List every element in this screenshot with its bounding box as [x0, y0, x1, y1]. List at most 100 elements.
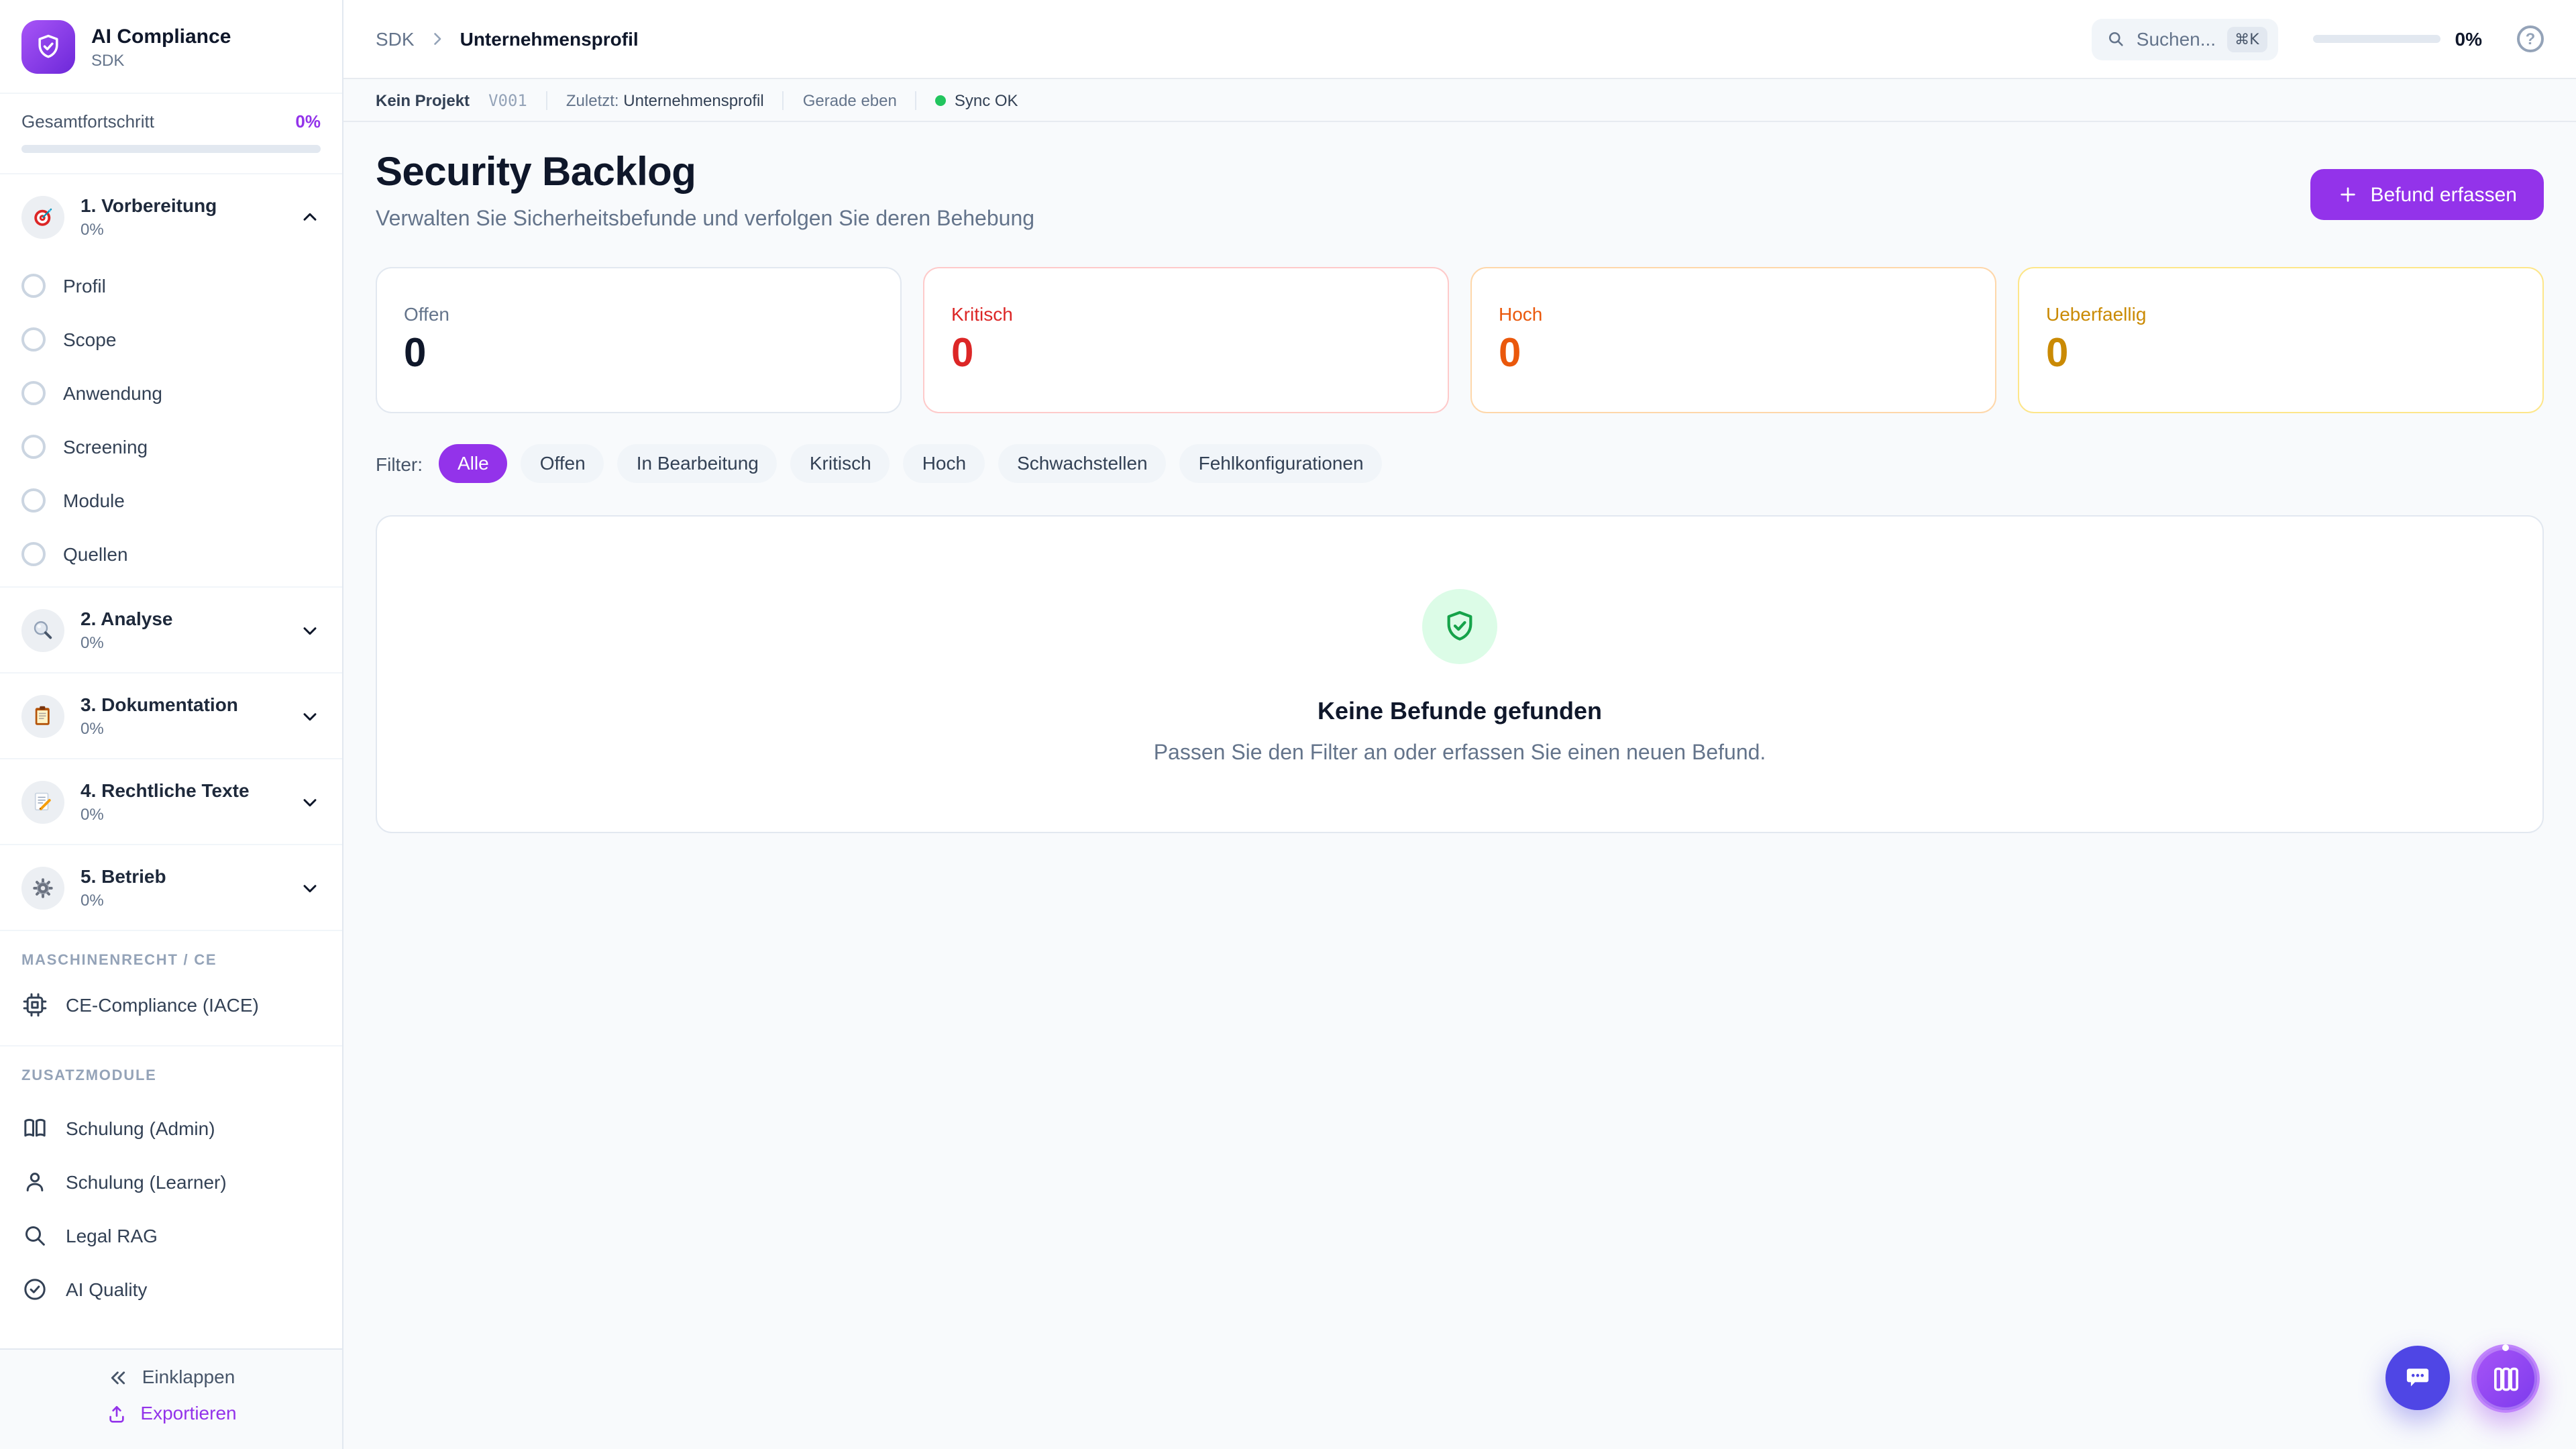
- sidebar-group-zusatzmodule: ZUSATZMODULE Schulung (Admin): [0, 1046, 342, 1316]
- section-header-betrieb[interactable]: 5. Betrieb 0%: [0, 845, 342, 930]
- check-circle-icon: [21, 1276, 48, 1303]
- group-header: MASCHINENRECHT / CE: [21, 953, 217, 969]
- export-label: Exportieren: [140, 1402, 237, 1424]
- sidebar-item-anwendung[interactable]: Anwendung: [0, 366, 342, 420]
- sidebar-item-module[interactable]: Module: [0, 474, 342, 527]
- sync-status: Sync OK: [935, 91, 1018, 109]
- collapse-sidebar-button[interactable]: Einklappen: [107, 1366, 235, 1389]
- chevron-down-icon: [299, 619, 321, 641]
- sidebar-group-maschinenrecht: MASCHINENRECHT / CE CE-Compliance (IACE): [0, 931, 342, 1046]
- stat-card-kritisch: Kritisch 0: [923, 267, 1449, 413]
- filter-chip-in-bearbeitung[interactable]: In Bearbeitung: [617, 444, 777, 483]
- stat-card-ueberfaellig: Ueberfaellig 0: [2018, 267, 2544, 413]
- search-input[interactable]: Suchen... ⌘K: [2092, 18, 2278, 60]
- filter-chip-kritisch[interactable]: Kritisch: [790, 444, 890, 483]
- upload-icon: [105, 1403, 127, 1424]
- sidebar-item-scope[interactable]: Scope: [0, 313, 342, 366]
- section-header-vorbereitung[interactable]: 1. Vorbereitung 0%: [0, 174, 342, 259]
- sidebar-item-ce-compliance[interactable]: CE-Compliance (IACE): [0, 978, 342, 1032]
- item-label: Quellen: [63, 543, 128, 565]
- last-saved-value: Unternehmensprofil: [623, 91, 764, 109]
- sidebar-item-legal-rag[interactable]: Legal RAG: [0, 1209, 342, 1263]
- section-label: 5. Betrieb: [80, 865, 166, 887]
- add-finding-button[interactable]: Befund erfassen: [2310, 169, 2544, 220]
- breadcrumb-current: Unternehmensprofil: [460, 28, 639, 50]
- topbar-right: Suchen... ⌘K 0% ?: [2092, 18, 2544, 60]
- stat-label: Offen: [404, 303, 449, 325]
- kanban-fab-button[interactable]: [2471, 1344, 2540, 1413]
- section-label: 1. Vorbereitung: [80, 195, 217, 216]
- item-label: Schulung (Admin): [66, 1118, 215, 1139]
- breadcrumb: SDK Unternehmensprofil: [376, 28, 639, 50]
- search-icon: [2107, 30, 2126, 48]
- radio-circle-icon: [21, 435, 46, 459]
- section-percent: 0%: [80, 891, 104, 910]
- sidebar-item-screening[interactable]: Screening: [0, 420, 342, 474]
- last-saved-label: Zuletzt:: [566, 91, 619, 109]
- section-header-rechtliche-texte[interactable]: 4. Rechtliche Texte 0%: [0, 759, 342, 844]
- chevron-down-icon: [299, 791, 321, 812]
- stat-cards: Offen 0 Kritisch 0 Hoch 0 Ueberfaellig 0: [376, 267, 2544, 413]
- collapse-label: Einklappen: [142, 1366, 235, 1387]
- section-percent: 0%: [80, 719, 104, 738]
- app-title: AI Compliance: [91, 25, 231, 48]
- app-subtitle: SDK: [91, 50, 125, 69]
- sidebar-item-schulung-admin[interactable]: Schulung (Admin): [0, 1102, 342, 1155]
- sidebar-section-analyse: 2. Analyse 0%: [0, 586, 342, 672]
- page-content: Security Backlog Verwalten Sie Sicherhei…: [343, 122, 2576, 1449]
- chevron-right-icon: [428, 30, 447, 48]
- sidebar-item-schulung-learner[interactable]: Schulung (Learner): [0, 1155, 342, 1209]
- add-finding-label: Befund erfassen: [2370, 183, 2518, 206]
- sidebar-section-dokumentation: 3. Dokumentation 0%: [0, 672, 342, 758]
- filter-chip-fehlkonfigurationen[interactable]: Fehlkonfigurationen: [1179, 444, 1383, 483]
- target-icon: [21, 195, 64, 238]
- filter-chip-alle[interactable]: Alle: [439, 444, 508, 483]
- overall-progress-bar: [21, 145, 321, 153]
- sidebar-nav: 1. Vorbereitung 0% Profil: [0, 174, 342, 1348]
- filter-chip-schwachstellen[interactable]: Schwachstellen: [998, 444, 1167, 483]
- stat-value: 0: [1499, 331, 1521, 376]
- section-label: 4. Rechtliche Texte: [80, 780, 250, 801]
- last-saved: Zuletzt: Unternehmensprofil: [566, 91, 764, 109]
- divider: [915, 91, 917, 109]
- topbar-progress-bar: [2312, 35, 2440, 43]
- stat-label: Hoch: [1499, 303, 1543, 325]
- page-header: Security Backlog Verwalten Sie Sicherhei…: [376, 152, 2544, 232]
- stat-card-hoch: Hoch 0: [1470, 267, 1996, 413]
- stat-value: 0: [951, 331, 974, 376]
- help-icon[interactable]: ?: [2517, 25, 2544, 52]
- sidebar-section-vorbereitung: 1. Vorbereitung 0% Profil: [0, 174, 342, 586]
- section-header-dokumentation[interactable]: 3. Dokumentation 0%: [0, 674, 342, 758]
- app-logo-header: AI Compliance SDK: [0, 0, 342, 94]
- item-label: CE-Compliance (IACE): [66, 994, 259, 1016]
- chevron-down-icon: [299, 705, 321, 727]
- last-sync-time: Gerade eben: [802, 91, 897, 109]
- topbar-progress-value: 0%: [2455, 28, 2482, 50]
- breadcrumb-root[interactable]: SDK: [376, 28, 415, 50]
- sidebar-item-profil[interactable]: Profil: [0, 259, 342, 313]
- filter-chip-hoch[interactable]: Hoch: [903, 444, 985, 483]
- item-label: Schulung (Learner): [66, 1171, 227, 1193]
- stat-label: Ueberfaellig: [2046, 303, 2147, 325]
- shield-check-icon: [1422, 589, 1497, 664]
- overall-progress-label: Gesamtfortschritt: [21, 111, 154, 131]
- magnifier-icon: [21, 608, 64, 651]
- sidebar-item-ai-quality[interactable]: AI Quality: [0, 1263, 342, 1316]
- chat-fab-button[interactable]: [2385, 1346, 2450, 1410]
- section-label: 2. Analyse: [80, 608, 173, 629]
- section-header-analyse[interactable]: 2. Analyse 0%: [0, 588, 342, 672]
- sidebar-section-rechtliche-texte: 4. Rechtliche Texte 0%: [0, 758, 342, 844]
- export-button[interactable]: Exportieren: [105, 1402, 237, 1425]
- filter-chip-offen[interactable]: Offen: [521, 444, 604, 483]
- item-label: Module: [63, 490, 125, 511]
- sidebar-item-quellen[interactable]: Quellen: [0, 527, 342, 581]
- search-icon: [21, 1222, 48, 1249]
- notification-dot: [2502, 1344, 2509, 1351]
- status-bar: Kein Projekt V001 Zuletzt: Unternehmensp…: [343, 79, 2576, 122]
- section-items: Profil Scope Anwendung Screening: [0, 259, 342, 586]
- project-name: Kein Projekt: [376, 91, 470, 109]
- radio-circle-icon: [21, 542, 46, 566]
- item-label: AI Quality: [66, 1279, 148, 1300]
- item-label: Screening: [63, 436, 148, 458]
- search-placeholder: Suchen...: [2136, 28, 2216, 50]
